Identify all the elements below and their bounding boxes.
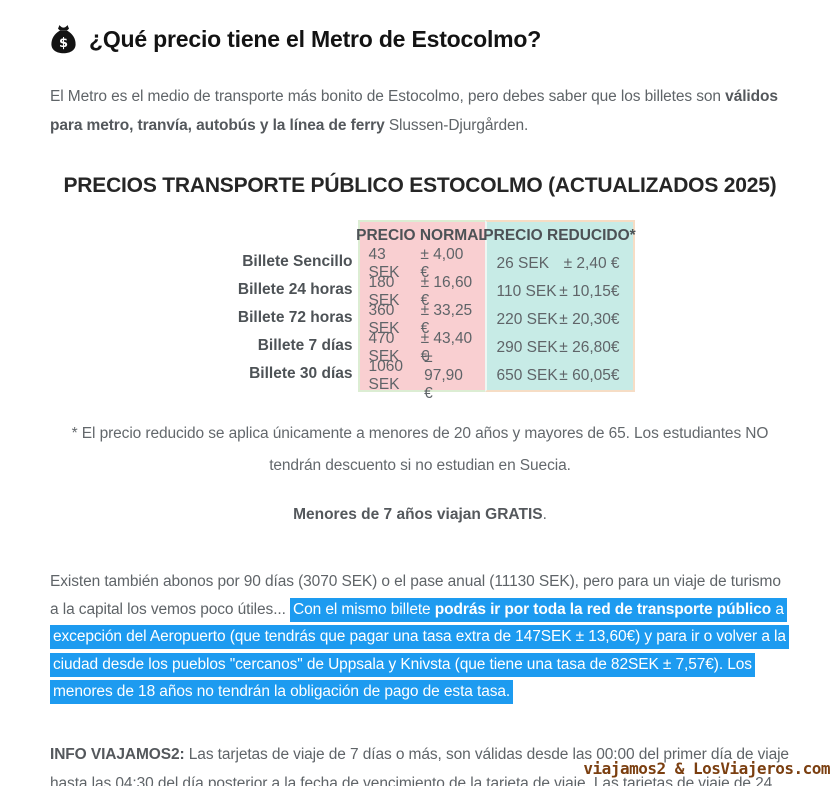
normal-price-cell: 470 SEK ± 43,40 € [360, 330, 485, 365]
price-row-label: Billete Sencillo [242, 253, 353, 270]
eur-value: ± 33,25 € [420, 302, 473, 337]
sek-value: 180 SEK [368, 274, 400, 309]
highlight-part-1: Con el mismo billete [293, 600, 435, 618]
price-table: Billete Sencillo Billete 24 horas Billet… [50, 220, 790, 402]
article-content: $ ¿Qué precio tiene el Metro de Estocolm… [0, 24, 840, 786]
abonos-paragraph: Existen también abonos por 90 días (3070… [50, 568, 790, 706]
reduced-price-cell: 220 SEK ± 20,30€ [487, 306, 633, 334]
abonos-text: Existen también abonos por 90 días (3070… [50, 573, 781, 618]
reduced-price-cell: 290 SEK ± 26,80€ [487, 334, 633, 362]
sek-value: 110 SEK [496, 283, 557, 300]
sek-value: 1060 SEK [368, 358, 403, 393]
price-table-normal-column: PRECIO NORMAL 43 SEK ± 4,00 € 180 SEK ± 16… [356, 220, 488, 402]
label-header-spacer [206, 220, 358, 248]
children-free-period: . [542, 506, 547, 523]
reduced-price-cell: 26 SEK ± 2,40 € [487, 250, 633, 278]
normal-price-cell: 43 SEK ± 4,00 € [360, 246, 485, 281]
reduced-column-header: PRECIO REDUCIDO* [483, 227, 636, 244]
reduced-price-footnote: * El precio reducido se aplica únicament… [71, 425, 769, 474]
money-bag-icon: $ [51, 25, 76, 54]
sek-value: 26 SEK [496, 255, 550, 272]
price-row-label: Billete 7 días [257, 337, 353, 354]
svg-text:$: $ [59, 36, 68, 51]
page-title: ¿Qué precio tiene el Metro de Estocolmo? [89, 25, 542, 52]
price-row-label: Billete 24 horas [237, 281, 353, 298]
sek-value: 360 SEK [368, 302, 400, 337]
intro-text-bold: válidos para metro, tranvía, autobús y l… [50, 88, 778, 134]
sek-value: 43 SEK [368, 246, 400, 281]
children-free-bold: Menores de 7 años viajan GRATIS [293, 506, 543, 523]
normal-price-cell: 360 SEK ± 33,25 € [360, 302, 485, 337]
sek-value: 650 SEK [496, 367, 558, 384]
highlight-bold: podrás ir por toda la red de transporte … [434, 600, 772, 618]
normal-price-cell: 180 SEK ± 16,60 € [360, 274, 485, 309]
eur-value: ± 97,90 € [424, 349, 463, 402]
prices-heading: PRECIOS TRANSPORTE PÚBLICO ESTOCOLMO (AC… [63, 174, 777, 197]
reduced-price-cell: 650 SEK ± 60,05€ [487, 362, 633, 390]
eur-value: ± 20,30€ [559, 311, 620, 328]
eur-value: ± 16,60 € [420, 274, 473, 309]
reduced-price-cell: 110 SEK ± 10,15€ [487, 278, 633, 306]
children-free-note: Menores de 7 años viajan GRATIS. [50, 506, 790, 524]
info-label: INFO VIAJAMOS2: [50, 745, 185, 763]
normal-column-header: PRECIO NORMAL [356, 227, 488, 244]
intro-text-1: El Metro es el medio de transporte más b… [50, 88, 726, 105]
site-watermark: viajamos2 & LosViajeros.com [583, 759, 830, 778]
eur-value: ± 26,80€ [559, 339, 620, 356]
info-text: Las tarjetas de viaje de 7 días o más, s… [50, 745, 789, 786]
eur-value: ± 2,40 € [563, 255, 620, 272]
eur-value: ± 4,00 € [420, 246, 464, 281]
intro-text-2: Slussen-Djurgården. [384, 117, 529, 134]
price-table-reduced-column: PRECIO REDUCIDO* 26 SEK ± 2,40 € 110 SEK ±… [483, 220, 636, 392]
price-row-label: Billete 30 días [249, 365, 353, 382]
normal-price-cell: 1060 SEK ± 97,90 € [360, 349, 485, 402]
eur-value: ± 10,15€ [559, 283, 620, 300]
price-table-labels-column: Billete Sencillo Billete 24 horas Billet… [206, 220, 358, 392]
sek-value: 220 SEK [496, 311, 558, 328]
highlight-part-2: a excepción del Aeropuerto (que tendrás … [53, 600, 786, 701]
price-row-label: Billete 72 horas [237, 309, 353, 326]
sek-value: 470 SEK [368, 330, 400, 365]
eur-value: ± 60,05€ [559, 367, 620, 384]
page-title-row: $ ¿Qué precio tiene el Metro de Estocolm… [50, 24, 790, 54]
eur-value: ± 43,40 € [420, 330, 473, 365]
intro-paragraph: El Metro es el medio de transporte más b… [50, 82, 790, 140]
info-paragraph: INFO VIAJAMOS2: Las tarjetas de viaje de… [50, 740, 790, 786]
sek-value: 290 SEK [496, 339, 558, 356]
